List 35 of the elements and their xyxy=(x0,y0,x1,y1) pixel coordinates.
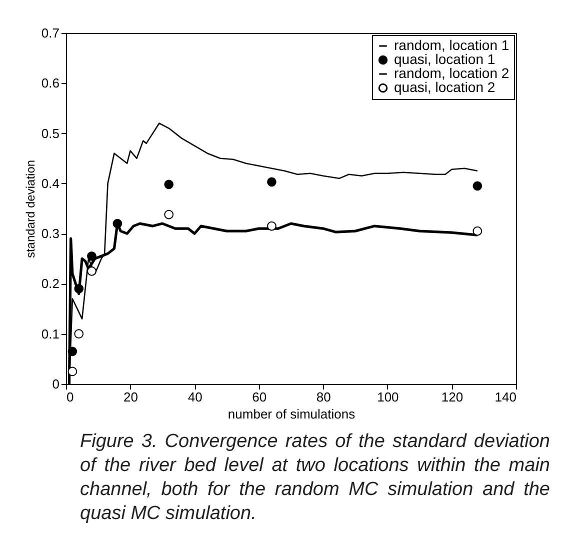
point xyxy=(267,177,276,187)
point xyxy=(74,329,84,339)
point xyxy=(164,210,174,220)
point xyxy=(472,181,482,191)
legend-label: random, location 1 xyxy=(394,37,510,53)
point xyxy=(87,266,96,276)
point xyxy=(112,218,122,228)
x-tick-label: 120 xyxy=(441,390,464,404)
point xyxy=(267,221,276,231)
x-tick-label: 80 xyxy=(316,390,331,404)
point xyxy=(87,251,96,261)
y-tick-label: 0.5 xyxy=(41,126,60,141)
x-tick-label: 100 xyxy=(377,390,399,404)
y-tick-label: 0 xyxy=(52,376,60,392)
x-tick-label: 40 xyxy=(188,390,202,404)
y-tick-label: 0.7 xyxy=(41,26,60,40)
y-axis-title: standard deviation xyxy=(23,160,38,258)
y-tick-label: 0.6 xyxy=(41,76,60,91)
y-tick-label: 0.1 xyxy=(41,326,60,342)
x-axis-title: number of simulations xyxy=(228,406,356,422)
point xyxy=(68,366,78,376)
point xyxy=(472,226,482,236)
legend-label: quasi, location 1 xyxy=(394,51,496,67)
y-tick-label: 0.2 xyxy=(41,276,60,292)
point xyxy=(68,346,78,356)
point xyxy=(74,284,84,294)
x-tick-label: 0 xyxy=(66,390,74,404)
caption: Figure 3. Convergence rates of the standard deviation of the river bed level at two locations within the main channel, both for the random MC simulation and the quasi MC simulation. xyxy=(80,430,550,526)
point xyxy=(164,180,174,190)
y-tick-label: 0.4 xyxy=(41,176,60,191)
legend-label: quasi, location 2 xyxy=(394,79,496,95)
x-tick-label: 60 xyxy=(252,390,267,404)
x-tick-label: 20 xyxy=(124,390,138,404)
x-tick-label: 140 xyxy=(494,390,516,404)
y-tick-label: 0.3 xyxy=(41,226,60,242)
